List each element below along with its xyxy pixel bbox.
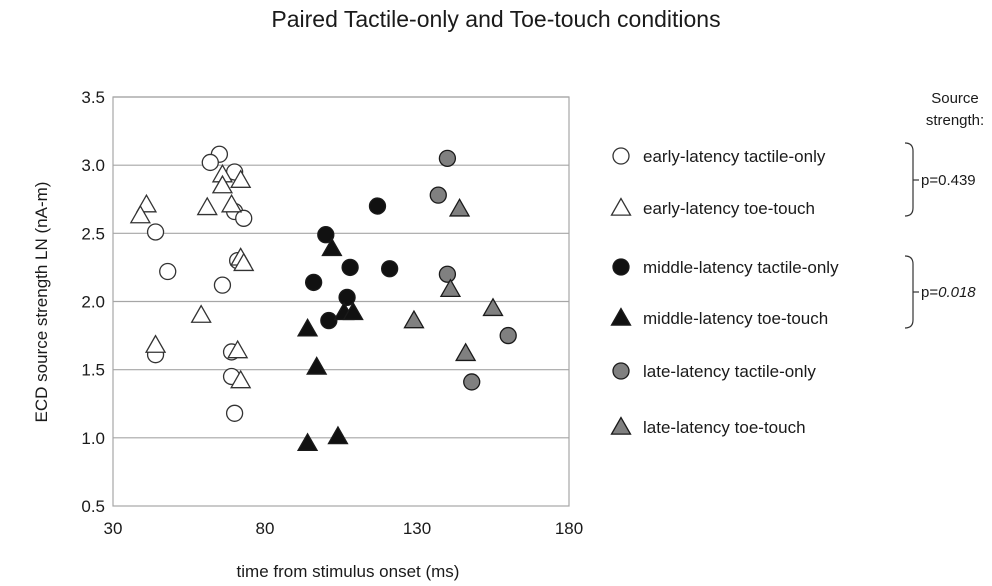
data-point-early-latency-toe-touch (144, 334, 167, 353)
legend: early-latency tactile-only early-latency … (610, 147, 839, 437)
data-point-middle-latency-tactile-only (320, 311, 338, 330)
legend-label-middle-latency-tactile-only: middle-latency tactile-only (643, 258, 839, 277)
annotation-header-line1: Source (931, 90, 979, 107)
legend-marker-late-latency-tactile-only (612, 362, 630, 380)
data-point-middle-latency-toe-touch (321, 237, 343, 257)
data-point-early-latency-tactile-only (159, 262, 177, 281)
x-tick-label: 30 (104, 519, 123, 538)
data-point-early-latency-toe-touch (129, 204, 151, 224)
data-point-middle-latency-tactile-only (317, 226, 335, 244)
middle-bracket (904, 255, 914, 329)
legend-label-middle-latency-toe-touch: middle-latency toe-touch (643, 309, 828, 328)
data-point-late-latency-toe-touch (439, 278, 462, 298)
data-point-middle-latency-toe-touch (327, 425, 349, 445)
axes (112, 96, 570, 507)
data-points (129, 145, 517, 452)
legend-label-early-latency-tactile-only: early-latency tactile-only (643, 147, 826, 166)
data-point-late-latency-toe-touch (455, 342, 477, 362)
data-point-late-latency-toe-touch (448, 197, 471, 217)
data-point-middle-latency-toe-touch (296, 317, 319, 337)
legend-marker-early-latency-tactile-only (612, 147, 630, 165)
y-tick-label: 1.5 (81, 361, 105, 380)
data-point-late-latency-tactile-only (429, 186, 447, 204)
data-point-early-latency-toe-touch (211, 174, 234, 194)
x-axis-label: time from stimulus onset (ms) (237, 562, 460, 581)
data-point-middle-latency-toe-touch (296, 432, 319, 452)
data-point-middle-latency-tactile-only (380, 260, 399, 278)
data-point-early-latency-toe-touch (227, 339, 249, 359)
data-point-early-latency-toe-touch (220, 193, 243, 213)
y-tick-label: 0.5 (81, 497, 105, 516)
data-point-middle-latency-toe-touch (306, 356, 328, 375)
annotation-header-line2: strength: (926, 112, 984, 129)
x-tick-label: 80 (256, 519, 275, 538)
legend-marker-middle-latency-toe-touch (610, 307, 632, 326)
data-point-late-latency-toe-touch (482, 297, 504, 317)
plot-area-border (112, 96, 570, 507)
data-point-middle-latency-tactile-only (338, 288, 356, 307)
y-tick-label: 3.5 (81, 88, 105, 107)
data-point-late-latency-tactile-only (499, 326, 517, 345)
legend-label-late-latency-toe-touch: late-latency toe-touch (643, 418, 806, 437)
y-axis-label: ECD source strength LN (nA-m) (32, 182, 51, 423)
data-point-middle-latency-toe-touch (342, 301, 364, 321)
legend-label-early-latency-toe-touch: early-latency toe-touch (643, 199, 815, 218)
data-point-early-latency-tactile-only (213, 276, 232, 294)
significance-annotations: Source strength: p=0.439 p=0.018 (904, 90, 984, 329)
data-point-middle-latency-tactile-only (304, 273, 323, 292)
data-point-middle-latency-tactile-only (368, 197, 387, 215)
gridlines (113, 96, 569, 439)
early-bracket (904, 142, 914, 217)
data-point-early-latency-toe-touch (190, 304, 212, 323)
y-tick-label: 1.0 (81, 429, 105, 448)
legend-marker-middle-latency-tactile-only (612, 258, 630, 276)
middle-p-value: p=0.018 (921, 284, 976, 301)
data-point-early-latency-tactile-only (235, 209, 253, 227)
data-point-early-latency-toe-touch (230, 369, 252, 389)
data-point-late-latency-tactile-only (463, 373, 481, 391)
early-p-value: p=0.439 (921, 172, 976, 189)
y-tick-label: 3.0 (81, 156, 105, 175)
legend-marker-early-latency-toe-touch (610, 197, 632, 216)
x-tick-label: 130 (403, 519, 431, 538)
data-point-late-latency-tactile-only (438, 265, 457, 283)
y-tick-label: 2.5 (81, 224, 105, 243)
data-point-early-latency-toe-touch (233, 252, 255, 272)
data-point-middle-latency-tactile-only (341, 258, 359, 277)
legend-marker-late-latency-toe-touch (610, 416, 632, 435)
legend-label-late-latency-tactile-only: late-latency tactile-only (643, 362, 816, 381)
y-tick-label: 2.0 (81, 293, 105, 312)
data-point-early-latency-tactile-only (201, 153, 219, 172)
x-tick-label: 180 (555, 519, 583, 538)
data-point-early-latency-toe-touch (230, 169, 252, 188)
data-point-early-latency-tactile-only (146, 223, 165, 241)
chart-title: Paired Tactile-only and Toe-touch condit… (271, 6, 721, 32)
data-point-early-latency-toe-touch (196, 196, 218, 216)
data-point-late-latency-toe-touch (403, 309, 425, 329)
tick-labels: 0.5 1.0 1.5 2.0 2.5 3.0 3.5 30 80 130 180 (81, 88, 583, 538)
data-point-early-latency-tactile-only (225, 404, 244, 422)
data-point-late-latency-tactile-only (438, 149, 457, 168)
